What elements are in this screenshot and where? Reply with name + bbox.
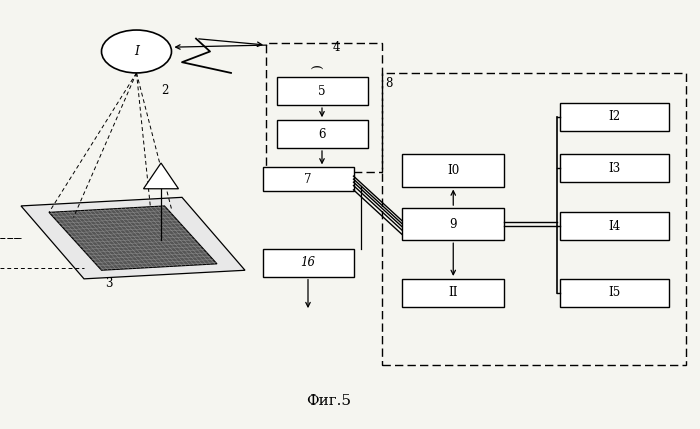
- Text: I4: I4: [608, 220, 620, 233]
- Text: 8: 8: [385, 77, 393, 90]
- Bar: [276, 77, 368, 105]
- Text: Фиг.5: Фиг.5: [307, 393, 351, 408]
- Text: I3: I3: [608, 162, 620, 175]
- Text: 4: 4: [332, 41, 340, 54]
- Bar: [262, 249, 354, 277]
- Text: I5: I5: [608, 286, 620, 299]
- Text: I0: I0: [447, 164, 459, 177]
- Text: II: II: [449, 286, 458, 299]
- Text: ): ): [312, 64, 325, 69]
- Bar: [402, 208, 504, 240]
- Text: 9: 9: [449, 218, 457, 231]
- Text: 3: 3: [105, 277, 112, 290]
- Bar: [560, 154, 668, 182]
- Text: 5: 5: [318, 85, 326, 98]
- Polygon shape: [144, 163, 178, 189]
- Text: I: I: [134, 45, 139, 58]
- Bar: [382, 73, 686, 365]
- Bar: [276, 120, 368, 148]
- Polygon shape: [49, 206, 217, 270]
- Circle shape: [102, 30, 172, 73]
- Bar: [262, 167, 354, 191]
- Polygon shape: [21, 197, 245, 279]
- Text: I2: I2: [608, 110, 620, 124]
- Bar: [560, 103, 668, 131]
- Bar: [560, 279, 668, 307]
- Bar: [402, 279, 504, 307]
- Text: 7: 7: [304, 172, 312, 186]
- Text: 6: 6: [318, 127, 326, 141]
- Bar: [402, 154, 504, 187]
- Text: 16: 16: [300, 256, 316, 269]
- Bar: [266, 43, 382, 172]
- Text: 2: 2: [161, 84, 168, 97]
- Bar: [560, 212, 668, 240]
